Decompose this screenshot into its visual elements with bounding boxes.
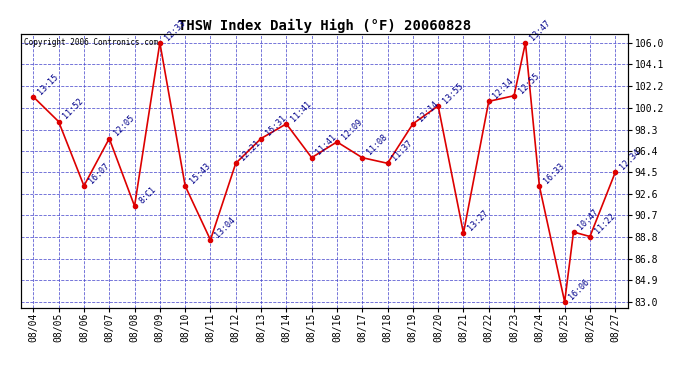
Text: 13:47: 13:47 xyxy=(529,18,552,42)
Text: 11:37: 11:37 xyxy=(391,138,415,162)
Text: 11:52: 11:52 xyxy=(61,97,86,121)
Text: 12:55: 12:55 xyxy=(517,71,541,95)
Text: 12:14: 12:14 xyxy=(491,76,515,101)
Text: 13:27: 13:27 xyxy=(466,209,491,232)
Text: 11:22: 11:22 xyxy=(593,212,617,236)
Text: 16:06: 16:06 xyxy=(567,277,591,301)
Text: 11:41: 11:41 xyxy=(315,133,339,157)
Text: Copyright 2006 Contronics.com: Copyright 2006 Contronics.com xyxy=(23,38,158,47)
Text: 12:34: 12:34 xyxy=(618,147,642,171)
Text: 10:47: 10:47 xyxy=(576,207,600,231)
Text: 12:05: 12:05 xyxy=(112,114,136,138)
Text: 11:41: 11:41 xyxy=(289,99,313,123)
Text: 13:15: 13:15 xyxy=(36,72,60,96)
Title: THSW Index Daily High (°F) 20060828: THSW Index Daily High (°F) 20060828 xyxy=(178,18,471,33)
Text: 16:07: 16:07 xyxy=(87,161,111,185)
Text: 15:43: 15:43 xyxy=(188,161,212,185)
Text: 16:33: 16:33 xyxy=(542,161,566,185)
Text: 11:08: 11:08 xyxy=(365,133,389,157)
Text: 13:04: 13:04 xyxy=(213,215,237,239)
Text: 8:C1: 8:C1 xyxy=(137,185,158,206)
Text: 15:31: 15:31 xyxy=(264,114,288,138)
Text: 12:33: 12:33 xyxy=(163,18,187,42)
Text: 12:21: 12:21 xyxy=(239,138,263,162)
Text: 12:09: 12:09 xyxy=(339,117,364,141)
Text: 13:55: 13:55 xyxy=(441,81,465,105)
Text: 12:14: 12:14 xyxy=(415,99,440,123)
